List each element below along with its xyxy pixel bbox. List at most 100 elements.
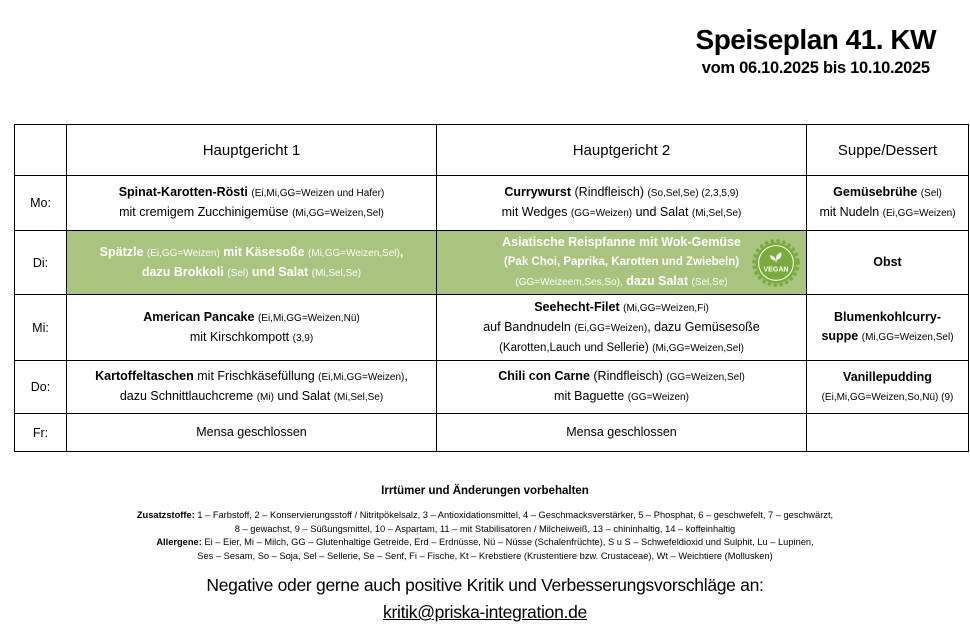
header-day-column [14,124,67,176]
menu-text-segment: mit Frischkäsefüllung [193,369,319,383]
menu-cell: Gemüsebrühe (Sel) mit Nudeln (Ei,GG=Weize… [806,175,969,231]
menu-cell: Spinat-Karotten-Rösti (Ei,Mi,GG=Weizen u… [66,175,437,231]
menu-text-segment: (Mi,Sel,Se) [311,267,362,279]
menu-text-segment: , [404,369,408,383]
menu-text-segment: , dazu Gemüsesoße [647,319,760,334]
feedback-email-link[interactable]: kritik@priska-integration.de [383,602,587,622]
header-row: Hauptgericht 1 Hauptgericht 2 Suppe/Dess… [14,124,969,176]
menu-text-segment: (So,Sel,Se) (2,3,5,9) [647,188,739,199]
menu-text-segment: suppe [821,329,859,343]
menu-cell: Mensa geschlossen [436,413,807,452]
menu-text-segment: (Mi,GG=Weizen,Sel) [292,208,384,219]
menu-cell: Blumenkohlcurry-suppe (Mi,GG=Weizen,Sel) [806,294,969,361]
menu-text-segment: und Salat [632,205,692,219]
menu-line: mit Nudeln (Ei,GG=Weizen) [811,203,964,223]
menu-line: Vanillepudding [811,368,964,387]
disclaimer-text: Irrtümer und Änderungen vorbehalten [381,485,589,497]
menu-line: Blumenkohlcurry- [811,308,964,327]
menu-line: mit cremigem Zucchinigemüse (Mi,GG=Weize… [71,203,432,223]
allergens-label: Allergene: [156,537,202,547]
menu-line: (Ei,Mi,GG=Weizen,So,Nü) (9) [811,387,964,407]
menu-text-segment: und Salat [273,389,334,403]
menu-line: Seehecht-Filet (Mi,GG=Weizen,Fi) [441,298,802,318]
menu-line: Chili con Carne (Rindfleisch) (GG=Weizen… [441,367,802,387]
page-subtitle: vom 06.10.2025 bis 10.10.2025 [701,59,930,77]
menu-text-segment: (Mi,GG=Weizen,Fi) [623,302,709,314]
menu-text-segment: mit Nudeln [819,205,883,219]
menu-text-segment: Vanillepudding [843,369,932,384]
title-block: Speiseplan 41. KW vom 06.10.2025 bis 10.… [696,24,937,78]
menu-text-segment: Spinat-Karotten-Rösti [118,185,248,199]
menu-text-segment: Chili con Carne [498,369,590,383]
leaf-icon [776,251,782,260]
table-row-mi: Mi: American Pancake (Ei,Mi,GG=Weizen,Nü)… [14,294,969,361]
menu-text-segment: (Karotten,Lauch und Sellerie) [499,341,649,354]
menu-line: auf Bandnudeln (Ei,GG=Weizen), dazu Gemü… [441,318,802,338]
menu-text-segment: Obst [873,255,902,269]
menu-text-segment: (GG=Weizen) [627,392,689,403]
menu-text-segment: mit Käsesoße [219,244,305,259]
menu-text-segment: dazu Schnittlauchcreme [119,389,257,403]
menu-cell: Spätzle (Ei,GG=Weizen) mit Käsesoße (Mi,… [66,230,437,295]
day-label: Mi: [14,294,67,361]
menu-text-segment: (Sel) [920,188,942,199]
menu-line: Asiatische Reispfanne mit Wok-Gemüse [441,233,802,252]
menu-text-segment: dazu Salat [622,274,689,288]
allergens-text-1: Ei – Eier, Mi – Milch, GG – Glutenhaltig… [204,537,814,547]
menu-text-segment: (GG=Weizeem,Ses,So), [515,277,623,288]
menu-text-segment: (Ei,GG=Weizen) [574,322,648,334]
additives-line-2: 8 – gewachst, 9 – Süßungsmittel, 10 – As… [234,523,736,534]
menu-line: dazu Schnittlauchcreme (Mi) und Salat (M… [71,387,432,407]
menu-text-segment: mit Wok-Gemüse [635,235,741,249]
day-label: Fr: [14,413,67,452]
fineprint-block: Zusatzstoffe: 1 – Farbstoff, 2 – Konserv… [0,509,970,563]
menu-table: Hauptgericht 1 Hauptgericht 2 Suppe/Dess… [14,124,969,452]
allergens-line-2: Ses – Sesam, So – Soja, Sel – Sellerie, … [197,550,773,561]
menu-line: mit Kirschkompott (3,9) [71,328,432,348]
menu-text-segment: Seehecht-Filet [534,299,620,314]
menu-line: dazu Brokkoli (Sel) und Salat (Mi,Sel,Se… [71,263,432,283]
menu-line: (Pak Choi, Paprika, Karotten und Zwiebel… [441,252,802,272]
leaf-icon-small [769,254,776,260]
menu-text-segment: (GG=Weizen) [570,208,633,219]
menu-text-segment: (Sel) [227,267,249,279]
menu-line: suppe (Mi,GG=Weizen,Sel) [811,327,964,347]
menu-line: Gemüsebrühe (Sel) [811,183,964,203]
menu-text-segment: , [399,244,404,259]
menu-text-segment: Blumenkohlcurry- [834,310,941,324]
menu-text-segment: dazu Brokkoli [141,264,224,279]
menu-cell: American Pancake (Ei,Mi,GG=Weizen,Nü) mit… [66,294,437,361]
menu-line: mit Baguette (GG=Weizen) [441,387,802,407]
header-hauptgericht-2: Hauptgericht 2 [436,124,807,176]
menu-text-segment: (Rindfleisch) [571,185,648,199]
menu-cell: Seehecht-Filet (Mi,GG=Weizen,Fi) auf Band… [436,294,807,361]
vegan-badge-label: VEGAN [763,266,788,273]
menu-line: (GG=Weizeem,Ses,So), dazu Salat (Sel,Se) [441,272,802,292]
menu-text-segment: Currywurst [504,185,572,199]
allergens-line-1: Allergene: Ei – Eier, Mi – Milch, GG – G… [0,536,970,550]
menu-text-segment: Mensa geschlossen [566,425,677,439]
menu-text-segment: (Mi) [256,392,274,403]
table-row-fr: Fr: Mensa geschlossen Mensa geschlossen [14,413,969,452]
menu-text-segment: und Salat [248,264,309,279]
menu-text-segment: (3,9) [292,332,314,344]
menu-text-segment: (Mi,Sel,Se) [691,208,742,219]
menu-table-body: Mo: Spinat-Karotten-Rösti (Ei,Mi,GG=Weize… [14,175,969,452]
menu-line: Mensa geschlossen [71,423,432,442]
menu-text-segment: (Ei,Mi,GG=Weizen und Hafer) [251,188,385,199]
menu-line: Spinat-Karotten-Rösti (Ei,Mi,GG=Weizen u… [71,183,432,203]
table-row-do: Do: Kartoffeltaschen mit Frischkäsefüllun… [14,360,969,414]
menu-text-segment: American Pancake [143,309,255,324]
menu-text-segment: auf Bandnudeln [483,319,575,334]
menu-line: Mensa geschlossen [441,423,802,442]
menu-line: American Pancake (Ei,Mi,GG=Weizen,Nü) [71,308,432,328]
menu-cell: Kartoffeltaschen mit Frischkäsefüllung (… [66,360,437,414]
menu-text-segment: (Ei,Mi,GG=Weizen,So,Nü) (9) [821,391,954,403]
additives-line-1: Zusatzstoffe: 1 – Farbstoff, 2 – Konserv… [0,509,970,523]
menu-text-segment: (Rindfleisch) [589,369,667,383]
menu-text-segment: Mensa geschlossen [196,425,307,439]
menu-line: Obst [811,253,964,272]
menu-text-segment: (Sel,Se) [691,277,728,288]
menu-text-segment: (Mi,GG=Weizen,Sel) [861,332,954,343]
menu-text-segment: (Mi,Sel,Se) [333,392,384,403]
